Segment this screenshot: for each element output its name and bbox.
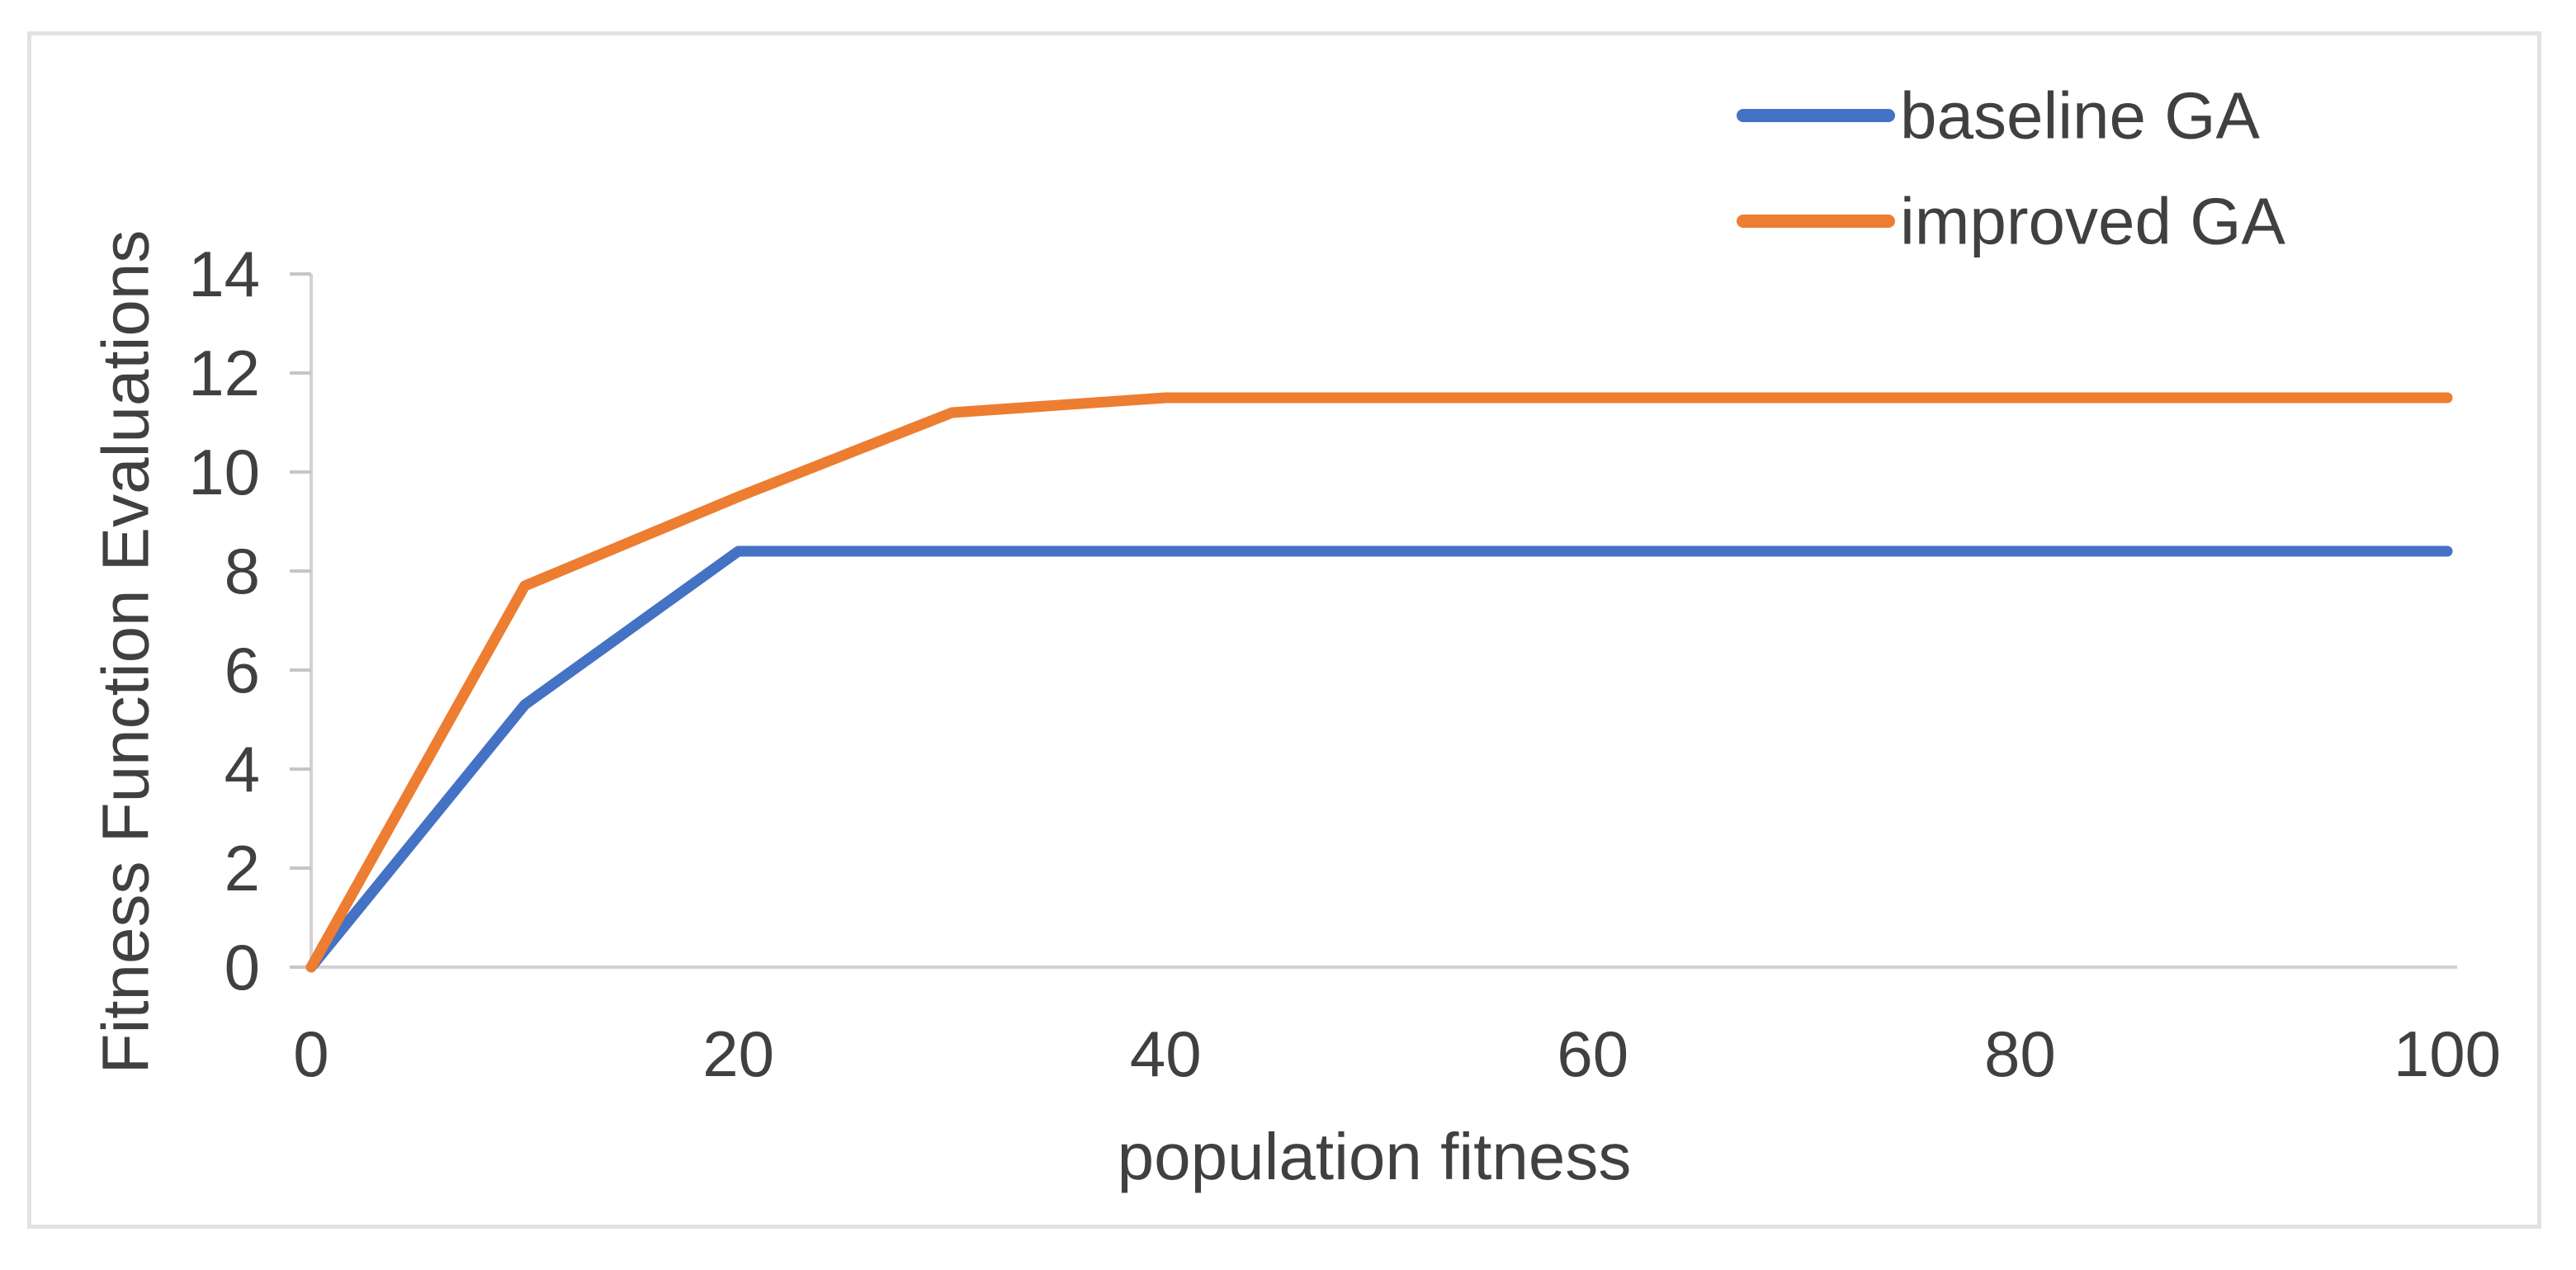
legend-label: improved GA — [1900, 185, 2285, 258]
x-tick-label: 100 — [2394, 1017, 2501, 1090]
y-axis-title: Fitness Function Evaluations — [89, 230, 163, 1074]
series-group — [305, 392, 2453, 973]
y-tick-label: 14 — [188, 238, 260, 310]
y-tick-label: 12 — [188, 337, 260, 409]
x-tick-label: 20 — [702, 1017, 774, 1090]
x-tick-label: 40 — [1130, 1017, 1202, 1090]
x-tick-label: 60 — [1557, 1017, 1628, 1090]
y-tick-label: 6 — [225, 634, 260, 706]
legend: baseline GA improved GA — [1737, 79, 2285, 258]
tick-labels-group: 0 2 4 6 8 10 12 14 0 20 40 60 80 100 — [188, 238, 2501, 1090]
y-tick-label: 8 — [225, 535, 260, 607]
chart-frame-border — [27, 31, 2541, 1229]
y-tick-label: 2 — [225, 832, 260, 904]
x-tick-label: 80 — [1984, 1017, 2056, 1090]
series-line-improved-ga — [305, 392, 2453, 973]
y-tick-label: 0 — [225, 931, 260, 1003]
legend-label: baseline GA — [1900, 79, 2260, 153]
series-line-baseline-ga — [305, 545, 2453, 973]
axis-titles-group: population fitness Fitness Function Evalu… — [89, 230, 1632, 1193]
axes-group — [290, 272, 2457, 969]
y-tick-label: 10 — [188, 436, 260, 508]
x-tick-label: 0 — [293, 1017, 328, 1090]
y-tick-label: 4 — [225, 733, 260, 805]
x-axis-title: population fitness — [1118, 1120, 1632, 1193]
